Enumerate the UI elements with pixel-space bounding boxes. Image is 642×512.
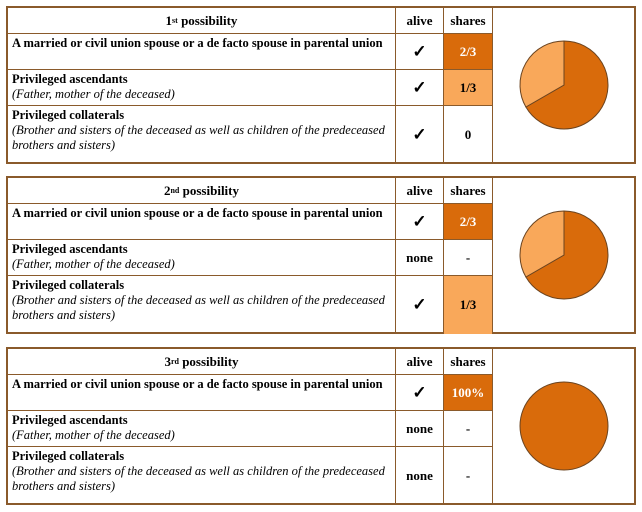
heir-description: (Brother and sisters of the deceased as … bbox=[12, 123, 385, 152]
check-icon: ✓ bbox=[412, 295, 427, 314]
title-text: possibility bbox=[178, 353, 239, 369]
shares-header: shares bbox=[444, 8, 493, 34]
alive-cell: ✓ bbox=[396, 34, 444, 70]
heir-title: Privileged ascendants bbox=[12, 413, 128, 427]
heir-label: Privileged ascendants (Father, mother of … bbox=[8, 240, 396, 276]
alive-cell: ✓ bbox=[396, 276, 444, 334]
shares-header: shares bbox=[444, 178, 493, 204]
alive-cell: ✓ bbox=[396, 70, 444, 106]
heir-title: Privileged collaterals bbox=[12, 449, 125, 463]
share-cell: - bbox=[444, 447, 493, 505]
check-icon: ✓ bbox=[412, 77, 427, 97]
shares-header: shares bbox=[444, 349, 493, 375]
heir-description: (Father, mother of the deceased) bbox=[12, 257, 175, 271]
heir-title: Privileged collaterals bbox=[12, 278, 125, 292]
pie-slice-collaterals bbox=[519, 210, 564, 278]
alive-header: alive bbox=[396, 8, 444, 34]
share-cell: 2/3 bbox=[444, 34, 493, 70]
share-cell: 1/3 bbox=[444, 276, 493, 334]
heir-description: (Father, mother of the deceased) bbox=[12, 428, 175, 442]
title-number: 3 bbox=[164, 353, 171, 369]
check-icon: ✓ bbox=[412, 382, 427, 402]
alive-cell: none bbox=[396, 240, 444, 276]
heir-title: Privileged ascendants bbox=[12, 72, 128, 86]
alive-cell: ✓ bbox=[396, 106, 444, 164]
check-icon: ✓ bbox=[412, 211, 427, 231]
pie-chart-area bbox=[493, 8, 634, 162]
heir-title: A married or civil union spouse or a de … bbox=[12, 206, 383, 220]
pie-chart bbox=[519, 381, 608, 471]
alive-status: none bbox=[406, 468, 433, 483]
heir-title: Privileged ascendants bbox=[12, 242, 128, 256]
pie-chart-area bbox=[493, 178, 634, 332]
heir-title: A married or civil union spouse or a de … bbox=[12, 36, 383, 50]
heir-label: A married or civil union spouse or a de … bbox=[8, 204, 396, 240]
heir-label: A married or civil union spouse or a de … bbox=[8, 34, 396, 70]
alive-status: none bbox=[406, 249, 433, 265]
alive-header: alive bbox=[396, 178, 444, 204]
heir-title: A married or civil union spouse or a de … bbox=[12, 377, 383, 391]
title-text: possibility bbox=[177, 12, 238, 28]
title-number: 2 bbox=[163, 182, 171, 198]
alive-header: alive bbox=[396, 349, 444, 375]
title-ordinal: st bbox=[172, 16, 178, 25]
pie-chart bbox=[519, 40, 608, 130]
title-ordinal: nd bbox=[170, 186, 180, 195]
share-cell: 0 bbox=[444, 106, 493, 164]
heir-description: (Brother and sisters of the deceased as … bbox=[12, 293, 385, 322]
heir-title: Privileged collaterals bbox=[12, 108, 125, 122]
check-icon: ✓ bbox=[412, 41, 427, 61]
heir-label: Privileged ascendants (Father, mother of … bbox=[8, 70, 396, 106]
heir-label: Privileged collaterals (Brother and siste… bbox=[8, 447, 396, 505]
share-cell: 2/3 bbox=[444, 204, 493, 240]
heir-label: Privileged collaterals (Brother and siste… bbox=[8, 106, 396, 164]
share-cell: 1/3 bbox=[444, 70, 493, 106]
pie-chart bbox=[519, 210, 608, 300]
alive-cell: ✓ bbox=[396, 204, 444, 240]
pie-slice-ascendants bbox=[519, 40, 564, 108]
alive-status: none bbox=[406, 420, 433, 436]
pie-slice-spouse bbox=[519, 381, 608, 471]
share-cell: - bbox=[444, 411, 493, 447]
pie-chart-area bbox=[493, 349, 634, 503]
heir-label: Privileged collaterals (Brother and siste… bbox=[8, 276, 396, 334]
share-cell: 100% bbox=[444, 375, 493, 411]
heir-label: A married or civil union spouse or a de … bbox=[8, 375, 396, 411]
pie-slice-spouse bbox=[524, 210, 608, 300]
heir-description: (Father, mother of the deceased) bbox=[12, 87, 175, 101]
share-cell: - bbox=[444, 240, 493, 276]
title-text: possibility bbox=[179, 182, 239, 198]
alive-cell: none bbox=[396, 447, 444, 505]
heir-description: (Brother and sisters of the deceased as … bbox=[12, 464, 385, 493]
heir-label: Privileged ascendants (Father, mother of … bbox=[8, 411, 396, 447]
title-ordinal: rd bbox=[170, 357, 179, 366]
alive-cell: none bbox=[396, 411, 444, 447]
pie-slice-spouse bbox=[524, 40, 608, 130]
title-number: 1 bbox=[165, 12, 173, 28]
alive-cell: ✓ bbox=[396, 375, 444, 411]
check-icon: ✓ bbox=[412, 125, 427, 144]
